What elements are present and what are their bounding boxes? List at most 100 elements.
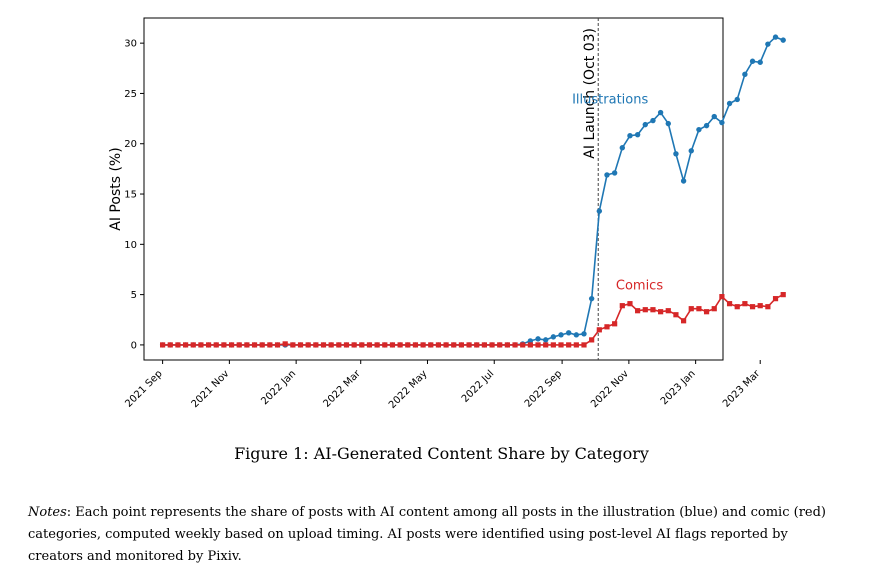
comics-point xyxy=(328,342,334,348)
comics-point xyxy=(719,294,725,300)
y-tick-label: 30 xyxy=(124,39,137,50)
illustrations-point xyxy=(765,41,771,47)
illustrations-point xyxy=(642,121,648,128)
illustrations-point xyxy=(619,145,626,151)
comics-point xyxy=(182,342,189,348)
notes-text: : Each point represents the share of pos… xyxy=(28,505,827,564)
illustrations-point xyxy=(650,117,656,124)
comics-point xyxy=(244,342,250,348)
comics-point xyxy=(221,342,227,348)
illustrations-point xyxy=(573,332,580,338)
comics-point xyxy=(366,342,373,348)
comics-point xyxy=(474,342,480,348)
comics-point xyxy=(734,304,740,310)
y-axis-label: AI Posts (%) xyxy=(108,147,124,230)
comics-point xyxy=(359,342,365,348)
comics-point xyxy=(443,342,449,348)
comics-point xyxy=(175,342,181,348)
comics-point xyxy=(489,342,495,348)
comics-point xyxy=(167,342,173,348)
illustrations-point xyxy=(535,336,541,342)
comics-point xyxy=(772,296,779,302)
comics-point xyxy=(543,342,549,348)
illustrations-point xyxy=(749,58,756,64)
comics-point xyxy=(420,342,426,348)
figure-caption: Figure 1: AI-Generated Content Share by … xyxy=(234,444,649,463)
comics-point xyxy=(703,309,710,315)
illustrations-point xyxy=(772,34,779,40)
comics-point xyxy=(650,307,656,313)
illustrations-point xyxy=(588,295,595,302)
comics-point xyxy=(673,312,679,318)
comics-point xyxy=(742,301,748,307)
comics-point xyxy=(757,303,763,309)
illustrations-point xyxy=(711,113,717,120)
illustrations-point xyxy=(742,71,748,78)
y-tick-label: 5 xyxy=(131,290,137,301)
comics-point xyxy=(405,342,411,348)
comics-point xyxy=(290,342,296,348)
comics-point xyxy=(389,342,396,348)
comics-point xyxy=(412,342,419,348)
illustrations-point xyxy=(596,208,603,214)
illustrations-point xyxy=(665,120,671,127)
comics-point xyxy=(282,341,288,347)
comics-point xyxy=(665,308,671,314)
comics-point xyxy=(658,309,664,315)
comics-point xyxy=(780,292,786,298)
x-tick-label: 2021 Nov xyxy=(190,368,232,410)
y-tick-label: 15 xyxy=(124,190,137,201)
comics-point xyxy=(619,303,625,309)
comics-point xyxy=(512,342,518,348)
comics-point xyxy=(497,342,503,348)
illustrations-point xyxy=(527,338,534,344)
comics-point xyxy=(382,342,388,348)
comics-point xyxy=(635,308,641,314)
x-tick-label: 2022 Mar xyxy=(321,368,363,410)
comics-point xyxy=(205,342,212,348)
illustrations-point xyxy=(696,126,702,133)
comics-point xyxy=(228,342,235,348)
x-tick-label: 2022 Jul xyxy=(460,368,497,405)
illustrations-point xyxy=(627,132,633,139)
comics-point xyxy=(558,342,564,348)
illustrations-point xyxy=(757,59,763,65)
comics-label: Comics xyxy=(616,279,663,294)
comics-point xyxy=(581,342,587,348)
x-tick-label: 2023 Mar xyxy=(721,368,763,410)
illustrations-point xyxy=(565,330,572,336)
comics-point xyxy=(267,342,273,348)
illustrations-point xyxy=(688,148,694,154)
comics-line xyxy=(162,293,784,346)
comics-point xyxy=(313,342,319,348)
notes-label: Notes xyxy=(28,505,67,520)
illustrations-point xyxy=(680,178,687,184)
comics-point xyxy=(520,342,526,348)
illustrations-point xyxy=(634,131,641,138)
comics-point xyxy=(573,342,579,348)
comics-point xyxy=(297,342,304,348)
comics-point xyxy=(160,342,166,348)
comics-point xyxy=(305,342,311,348)
illustrations-point xyxy=(604,172,610,178)
comics-point xyxy=(190,342,196,348)
comics-point xyxy=(198,342,204,348)
x-axis: 2021 Sep 2021 Nov 2022 Jan 2022 Mar 2022 May… xyxy=(123,360,763,411)
comics-point xyxy=(320,342,327,348)
comics-point xyxy=(527,342,533,348)
comics-point xyxy=(680,318,687,324)
comics-point xyxy=(481,342,487,348)
comics-point xyxy=(726,301,733,307)
plot-frame xyxy=(143,17,724,361)
launch-label: AI Launch (Oct 03) xyxy=(582,28,598,159)
comics-point xyxy=(236,342,242,348)
comics-point xyxy=(566,342,572,348)
comics-point xyxy=(604,324,610,330)
comics-point xyxy=(504,342,510,348)
x-tick-label: 2021 Sep xyxy=(123,368,164,409)
illustrations-point xyxy=(542,337,549,343)
comics-point xyxy=(435,342,442,348)
comics-point xyxy=(351,342,357,348)
